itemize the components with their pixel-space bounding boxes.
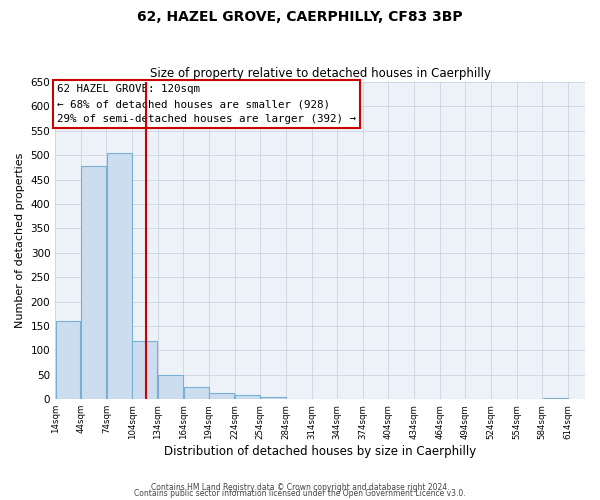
- Y-axis label: Number of detached properties: Number of detached properties: [15, 153, 25, 328]
- Text: 62, HAZEL GROVE, CAERPHILLY, CF83 3BP: 62, HAZEL GROVE, CAERPHILLY, CF83 3BP: [137, 10, 463, 24]
- Text: 62 HAZEL GROVE: 120sqm
← 68% of detached houses are smaller (928)
29% of semi-de: 62 HAZEL GROVE: 120sqm ← 68% of detached…: [57, 84, 356, 124]
- Bar: [260, 397, 286, 399]
- Bar: [209, 393, 234, 399]
- Bar: [542, 398, 568, 399]
- Bar: [81, 166, 106, 399]
- Bar: [158, 375, 183, 399]
- Bar: [56, 321, 80, 399]
- X-axis label: Distribution of detached houses by size in Caerphilly: Distribution of detached houses by size …: [164, 444, 476, 458]
- Text: Contains public sector information licensed under the Open Government Licence v3: Contains public sector information licen…: [134, 490, 466, 498]
- Text: Contains HM Land Registry data © Crown copyright and database right 2024.: Contains HM Land Registry data © Crown c…: [151, 484, 449, 492]
- Bar: [184, 387, 209, 399]
- Bar: [107, 154, 132, 399]
- Title: Size of property relative to detached houses in Caerphilly: Size of property relative to detached ho…: [149, 66, 491, 80]
- Bar: [133, 340, 157, 399]
- Bar: [235, 396, 260, 399]
